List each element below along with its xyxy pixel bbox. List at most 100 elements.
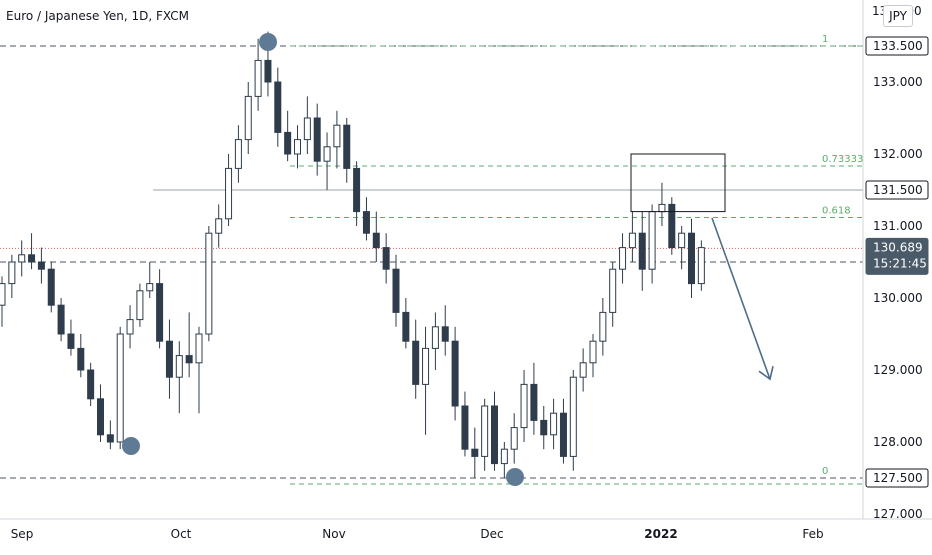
- candle-body: [362, 211, 370, 234]
- candle-body: [579, 362, 587, 378]
- candle-body: [638, 232, 646, 270]
- candle-body: [353, 167, 361, 213]
- candle-body: [116, 333, 124, 443]
- symbol-title: Euro / Japanese Yen, 1D, FXCM: [6, 9, 190, 23]
- time-axis-label: Sep: [11, 527, 34, 541]
- time-axis-bg: [0, 519, 932, 550]
- candle-body: [126, 319, 134, 335]
- forecast-arrow[interactable]: [711, 217, 771, 380]
- candle-body: [697, 247, 705, 285]
- fib-level-label: 0.618: [822, 206, 851, 217]
- candles-layer: [0, 31, 705, 478]
- candle-body: [441, 326, 449, 342]
- time-axis-label: Oct: [171, 527, 192, 541]
- price-tag-text: 131.500: [873, 183, 923, 197]
- candle-body: [550, 412, 558, 436]
- candle-body: [343, 124, 351, 169]
- candle-body: [491, 405, 498, 465]
- drawing-layer: 1 0.733333 0.618 0: [0, 34, 870, 485]
- candle-body: [254, 59, 262, 97]
- candle-body: [520, 383, 528, 429]
- candle-body: [244, 95, 252, 141]
- candle-body: [530, 383, 538, 421]
- candle-body: [422, 347, 430, 385]
- candle-body: [77, 347, 85, 371]
- candle-body: [264, 59, 272, 83]
- candle-body: [87, 369, 95, 400]
- candle-body: [313, 117, 321, 162]
- candle-body: [18, 254, 26, 263]
- candle-body: [8, 261, 16, 285]
- candle-body: [382, 247, 390, 270]
- candle-body: [234, 139, 242, 169]
- price-tick-label: 127.000: [873, 507, 923, 521]
- candle-body: [333, 124, 341, 148]
- currency-button[interactable]: JPY: [883, 5, 913, 27]
- price-tag-text: 130.689: [873, 240, 923, 254]
- price-tag[interactable]: [865, 468, 929, 488]
- candle-body: [648, 211, 656, 270]
- time-axis[interactable]: Sep Oct Nov Dec 2022 Feb: [0, 518, 932, 550]
- candle-body: [668, 203, 676, 249]
- candle-body: [165, 340, 173, 378]
- candle-body: [412, 340, 420, 385]
- candle-body: [451, 340, 459, 407]
- candle-body: [609, 268, 617, 313]
- candle-body: [205, 232, 213, 335]
- price-tag[interactable]: [865, 36, 929, 56]
- candle-body: [37, 261, 45, 270]
- candle-body: [57, 304, 65, 335]
- time-axis-label: 2022: [644, 527, 677, 541]
- candle-body: [215, 218, 223, 234]
- overlay-layer: [122, 33, 774, 486]
- dec-low-pivot-marker[interactable]: [506, 468, 524, 486]
- candle-body: [540, 419, 548, 436]
- candle-body: [431, 326, 439, 349]
- price-tick-label: 133.000: [873, 75, 923, 89]
- candle-body: [303, 117, 311, 141]
- price-tag[interactable]: [865, 180, 929, 200]
- candle-body: [688, 232, 695, 285]
- candle-body: [510, 427, 518, 450]
- candle-body: [67, 333, 75, 349]
- price-tag[interactable]: [865, 237, 929, 275]
- candle-body: [658, 203, 666, 213]
- candle-body: [106, 434, 114, 443]
- zone-rectangle[interactable]: [630, 153, 726, 213]
- candle-body: [559, 412, 567, 457]
- candle-body: [136, 290, 144, 321]
- candle-body: [481, 405, 489, 457]
- price-tick-label: 129.000: [873, 363, 923, 377]
- candle-body: [28, 254, 36, 263]
- candle-body: [619, 247, 627, 270]
- price-tag-text: 133.500: [873, 39, 923, 53]
- time-axis-label: Nov: [322, 527, 345, 541]
- low-pivot-marker[interactable]: [122, 437, 140, 455]
- candle-body: [47, 268, 55, 306]
- price-tick-label: 131.000: [873, 219, 923, 233]
- candle-body: [284, 131, 292, 155]
- candle-body: [225, 167, 233, 220]
- candle-body: [392, 268, 400, 313]
- candle-body: [628, 232, 636, 249]
- candle-body: [569, 376, 577, 457]
- candle-body: [599, 311, 607, 342]
- fib-level-label: 0: [822, 466, 828, 477]
- price-tick-label: 132.000: [873, 147, 923, 161]
- candle-body: [195, 333, 203, 364]
- candle-body: [323, 146, 331, 162]
- candle-body: [589, 340, 597, 364]
- price-countdown-text: 15:21:45: [873, 256, 927, 270]
- candle-body: [274, 81, 282, 133]
- fib-level-label: 1: [822, 34, 828, 45]
- forecast-arrow-head[interactable]: [758, 366, 774, 381]
- time-axis-label: Dec: [480, 527, 503, 541]
- price-axis[interactable]: 134.000133.000132.000131.000130.000129.0…: [862, 0, 932, 521]
- high-pivot-marker[interactable]: [259, 33, 277, 51]
- candle-body: [185, 355, 193, 364]
- price-tag-text: 127.500: [873, 471, 923, 485]
- candle-body: [97, 398, 104, 436]
- candle-body: [146, 283, 154, 292]
